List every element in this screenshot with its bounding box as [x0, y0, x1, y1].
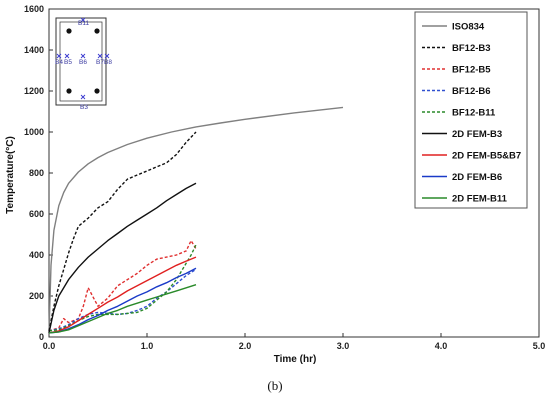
rebar-top-right	[94, 28, 100, 34]
thermocouple-mark-6	[80, 94, 86, 100]
y-tick-label: 400	[29, 250, 44, 260]
thermocouple-mark-1	[56, 53, 62, 59]
inset-label-b7: B7	[96, 59, 104, 66]
legend-label-6: 2D FEM-B5&B7	[452, 151, 521, 162]
series-line-0	[48, 106, 344, 333]
legend-label-1: BF12-B3	[452, 43, 491, 54]
series-line-5	[48, 182, 197, 334]
y-tick-label: 1600	[24, 4, 44, 14]
series-line-6	[48, 256, 197, 334]
inset-label-b8: B8	[104, 59, 112, 66]
legend-box	[414, 11, 528, 209]
y-tick-label: 1000	[24, 127, 44, 137]
y-tick-label: 1200	[24, 86, 44, 96]
x-tick-label: 0.0	[43, 341, 56, 351]
rebar-top-left	[66, 28, 72, 34]
series-line-1	[48, 131, 197, 332]
thermocouple-mark-5	[104, 53, 110, 59]
inset-label-b11: B11	[78, 20, 89, 27]
legend-label-0: ISO834	[452, 22, 485, 33]
figure-caption: (b)	[267, 378, 283, 393]
x-tick-label: 4.0	[435, 341, 448, 351]
y-tick-label: 1400	[24, 45, 44, 55]
legend-label-4: BF12-B11	[452, 108, 496, 119]
x-axis-title: Time (hr)	[274, 354, 317, 365]
y-tick-label: 200	[29, 291, 44, 301]
rebar-bottom-right	[94, 88, 100, 94]
inset-label-b3: B3	[80, 104, 88, 111]
rebar-bottom-left	[66, 88, 72, 94]
x-tick-label: 1.0	[141, 341, 154, 351]
thermocouple-mark-3	[80, 53, 86, 59]
y-tick-label: 800	[29, 168, 44, 178]
y-axis-title: Temperature(°C)	[5, 136, 16, 214]
inset-label-b4: B4	[55, 59, 63, 66]
y-axis: 0 200 400 600 800 1000 1200 1400 1600	[24, 4, 53, 342]
legend-label-8: 2D FEM-B11	[452, 194, 508, 205]
thermocouple-mark-4	[97, 53, 103, 59]
y-tick-label: 600	[29, 209, 44, 219]
legend-label-3: BF12-B6	[452, 86, 491, 97]
thermocouple-mark-2	[64, 53, 70, 59]
thermocouple-marks	[56, 17, 110, 100]
x-tick-label: 3.0	[337, 341, 350, 351]
series-line-4	[48, 244, 197, 332]
series-line-2	[48, 239, 197, 332]
y-tick-label: 0	[39, 332, 44, 342]
legend: ISO834 BF12-B3 BF12-B5 BF12-B6 BF12-B11 2D FE…	[414, 11, 528, 209]
inset-label-b6: B6	[79, 59, 87, 66]
legend-label-2: BF12-B5	[452, 65, 491, 76]
cross-section-inset: B11 B4 B5 B6 B7 B8 B3	[55, 17, 112, 111]
series-line-7	[48, 267, 197, 334]
series-lines	[48, 106, 344, 334]
x-tick-label: 2.0	[239, 341, 252, 351]
x-axis: 0.0 1.0 2.0 3.0 4.0 5.0	[43, 333, 546, 351]
series-line-8	[48, 284, 197, 334]
x-tick-label: 5.0	[533, 341, 546, 351]
legend-label-5: 2D FEM-B3	[452, 129, 502, 140]
thermocouple-mark-0	[80, 17, 86, 23]
legend-label-7: 2D FEM-B6	[452, 172, 502, 183]
inset-label-b5: B5	[64, 59, 72, 66]
